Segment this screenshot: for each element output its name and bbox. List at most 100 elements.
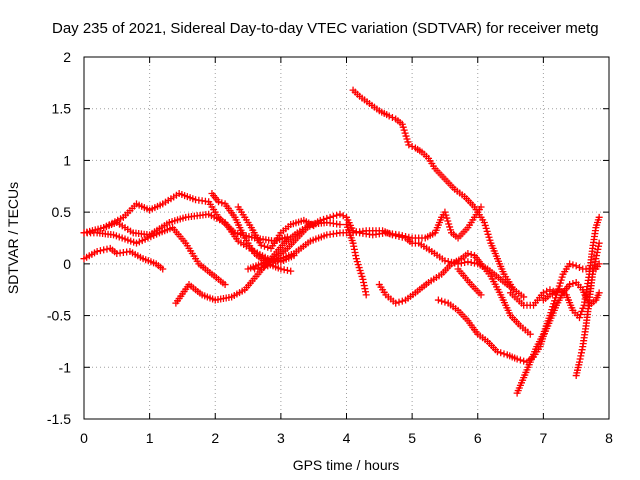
data-point bbox=[500, 350, 508, 358]
data-point bbox=[575, 358, 583, 366]
y-tick-label: 2 bbox=[63, 49, 71, 65]
data-point bbox=[218, 199, 226, 207]
data-point bbox=[323, 214, 331, 222]
series-track-3 bbox=[80, 244, 167, 273]
data-point bbox=[593, 248, 601, 256]
data-point bbox=[493, 348, 501, 356]
data-point bbox=[385, 112, 393, 120]
series-track-5 bbox=[172, 218, 344, 307]
data-point bbox=[283, 266, 291, 274]
data-point bbox=[388, 114, 396, 122]
data-point bbox=[349, 239, 357, 247]
x-tick-label: 6 bbox=[474, 430, 482, 446]
data-point bbox=[336, 221, 344, 229]
axis-ticks bbox=[83, 56, 610, 420]
data-point bbox=[392, 299, 400, 307]
data-point bbox=[336, 210, 344, 218]
y-tick-labels: -1.5 -1 -0.5 0 0.5 1 1.5 2 bbox=[47, 49, 71, 427]
x-tick-label: 3 bbox=[277, 430, 285, 446]
data-point bbox=[359, 275, 367, 283]
data-point bbox=[543, 287, 551, 295]
data-point bbox=[408, 142, 416, 150]
data-point bbox=[260, 242, 268, 250]
x-tick-label: 0 bbox=[80, 430, 88, 446]
data-point bbox=[569, 261, 577, 269]
data-point bbox=[351, 248, 359, 256]
data-point bbox=[405, 233, 413, 241]
data-point bbox=[589, 267, 597, 275]
data-point bbox=[320, 215, 328, 223]
data-point bbox=[578, 346, 586, 354]
y-tick-label: -0.5 bbox=[47, 308, 71, 324]
series-track-2 bbox=[100, 210, 298, 266]
data-point bbox=[566, 281, 574, 289]
data-point bbox=[349, 227, 357, 235]
data-point bbox=[497, 349, 505, 357]
y-axis-label: SDTVAR / TECUs bbox=[5, 182, 21, 294]
y-tick-label: 0 bbox=[63, 256, 71, 272]
data-point bbox=[470, 259, 478, 267]
y-tick-label: 1.5 bbox=[52, 101, 72, 117]
data-point bbox=[103, 245, 111, 253]
data-point bbox=[591, 261, 599, 269]
data-point bbox=[100, 246, 108, 254]
data-point bbox=[467, 258, 475, 266]
data-point bbox=[395, 231, 403, 239]
series-track-14 bbox=[454, 265, 485, 299]
data-point bbox=[257, 241, 265, 249]
data-point bbox=[361, 285, 369, 293]
data-series bbox=[80, 86, 603, 397]
series-track-13 bbox=[434, 278, 603, 366]
data-point bbox=[398, 232, 406, 240]
data-point bbox=[591, 258, 599, 266]
data-point bbox=[350, 242, 358, 250]
data-point bbox=[329, 212, 337, 220]
series-track-11 bbox=[349, 86, 528, 301]
data-point bbox=[277, 265, 285, 273]
data-point bbox=[520, 357, 528, 365]
data-point bbox=[280, 266, 288, 274]
data-point bbox=[569, 280, 577, 288]
data-point bbox=[513, 355, 521, 363]
data-point bbox=[575, 263, 583, 271]
data-point bbox=[221, 281, 229, 289]
x-tick-label: 8 bbox=[605, 430, 613, 446]
data-point bbox=[96, 247, 104, 255]
data-point bbox=[595, 242, 602, 250]
data-point bbox=[516, 356, 524, 364]
x-tick-label: 5 bbox=[408, 430, 416, 446]
data-point bbox=[577, 352, 585, 360]
data-point bbox=[316, 216, 324, 224]
series-track-12 bbox=[375, 250, 534, 338]
data-point bbox=[593, 252, 601, 260]
data-point bbox=[575, 314, 583, 322]
data-point bbox=[595, 289, 603, 297]
data-point bbox=[477, 203, 485, 211]
y-tick-label: 0.5 bbox=[52, 204, 72, 220]
data-point bbox=[595, 239, 603, 247]
data-point bbox=[464, 258, 472, 266]
data-point bbox=[441, 257, 449, 265]
data-point bbox=[577, 311, 585, 319]
x-axis-label: GPS time / hours bbox=[293, 457, 400, 473]
data-point bbox=[594, 245, 602, 253]
data-point bbox=[333, 211, 341, 219]
data-point bbox=[595, 213, 603, 221]
data-point bbox=[395, 298, 403, 306]
data-point bbox=[577, 349, 585, 357]
x-tick-label: 4 bbox=[343, 430, 351, 446]
data-point bbox=[578, 307, 586, 315]
data-point bbox=[159, 265, 167, 273]
data-point bbox=[477, 291, 485, 299]
y-tick-label: 1 bbox=[63, 152, 71, 168]
data-point bbox=[589, 270, 597, 278]
data-point bbox=[464, 250, 472, 258]
data-point bbox=[576, 355, 584, 363]
y-tick-label: -1 bbox=[59, 359, 72, 375]
series-track-10 bbox=[343, 221, 370, 299]
data-point bbox=[526, 330, 534, 338]
data-point bbox=[264, 243, 272, 251]
data-point bbox=[461, 258, 469, 266]
data-point bbox=[352, 228, 360, 236]
